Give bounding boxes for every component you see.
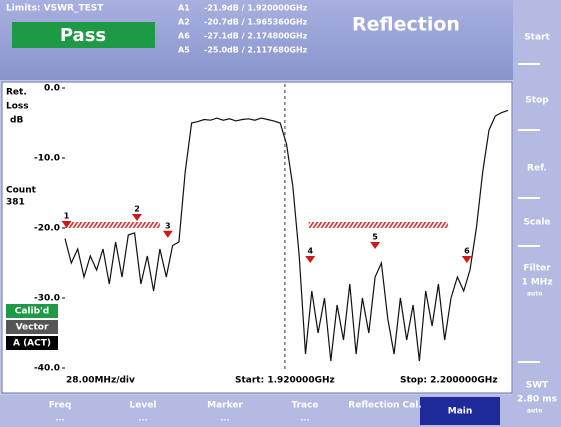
count-label: Count [6,186,37,196]
side-button[interactable]: Stop [525,96,549,106]
plot-marker [61,221,72,228]
marker-reading: -20.7dB / 1.965360GHz [204,18,308,27]
status-label: Calib'd [15,307,50,317]
bottom-button-sub: ... [55,414,64,423]
marker-reading: -21.9dB / 1.920000GHz [204,4,308,13]
status-box [6,304,58,318]
main-highlight [420,397,500,425]
plot-marker-label: 3 [165,221,171,230]
y-tick-label: 0.0 [44,84,60,94]
plot-marker [131,214,142,221]
y-title: Ret. [6,88,27,98]
bottom-button-sub: ... [220,414,229,423]
div-label: 28.00MHz/div [66,376,135,386]
side-button-mode: auto [527,408,542,415]
plot-area [1,81,513,394]
stop-label: Stop: 2.200000GHz [400,376,498,386]
title: Reflection [352,14,460,36]
limit-line [65,222,160,228]
trace [64,109,509,362]
count-value: 381 [6,198,25,208]
marker-name: A1 [178,4,190,13]
status-box [6,320,58,334]
y-tick-label: -40.0 [34,364,60,374]
marker-name: A6 [178,32,190,41]
limit-line [308,222,448,228]
marker-name: A2 [178,18,190,27]
y-tick-label: -30.0 [34,294,60,304]
plot-marker [461,256,472,263]
plot-marker-label: 2 [134,205,140,214]
side-button[interactable]: Scale [523,218,550,228]
y-title: Loss [6,102,29,112]
bottom-button[interactable]: Level [130,401,157,411]
y-tick-label: -20.0 [34,224,60,234]
plot-marker-label: 6 [464,247,470,256]
side-button-value: 2.80 ms [517,395,557,405]
plot-marker [162,230,173,238]
pass-status: Pass [60,25,106,46]
start-label: Start: 1.920000GHz [235,376,335,386]
y-title: dB [10,116,23,126]
bottom-button-sub: ... [300,414,309,423]
limits-label: Limits: VSWR_TEST [6,4,104,14]
bottom-button[interactable]: Freq [49,401,72,411]
status-box [6,336,58,350]
marker-reading: -25.0dB / 2.117680GHz [204,46,308,55]
marker-name: A5 [178,46,190,55]
bottom-button[interactable]: Main [448,407,473,417]
bottom-button-sub: ... [138,414,147,423]
side-button-mode: auto [527,291,542,298]
plot-marker [305,256,316,263]
plot-marker-label: 1 [64,212,70,221]
side-button[interactable]: Filter [523,264,551,274]
side-panel [513,0,561,427]
plot-marker [370,242,381,249]
pass-box [12,22,155,48]
plot-marker-label: 5 [372,233,378,242]
bottom-button[interactable]: Reflection Cal. [348,401,421,411]
status-label: A (ACT) [13,339,51,349]
side-button[interactable]: Start [524,33,550,43]
status-label: Vector [16,323,49,333]
bottom-button[interactable]: Trace [291,401,318,411]
bottom-button[interactable]: Marker [207,401,243,411]
side-button-value: 1 MHz [521,278,552,288]
side-button[interactable]: SWT [526,381,549,391]
side-button[interactable]: Ref. [527,164,547,174]
y-tick-label: -10.0 [34,154,60,164]
marker-reading: -27.1dB / 2.174800GHz [204,32,308,41]
plot-marker-label: 4 [307,247,313,256]
